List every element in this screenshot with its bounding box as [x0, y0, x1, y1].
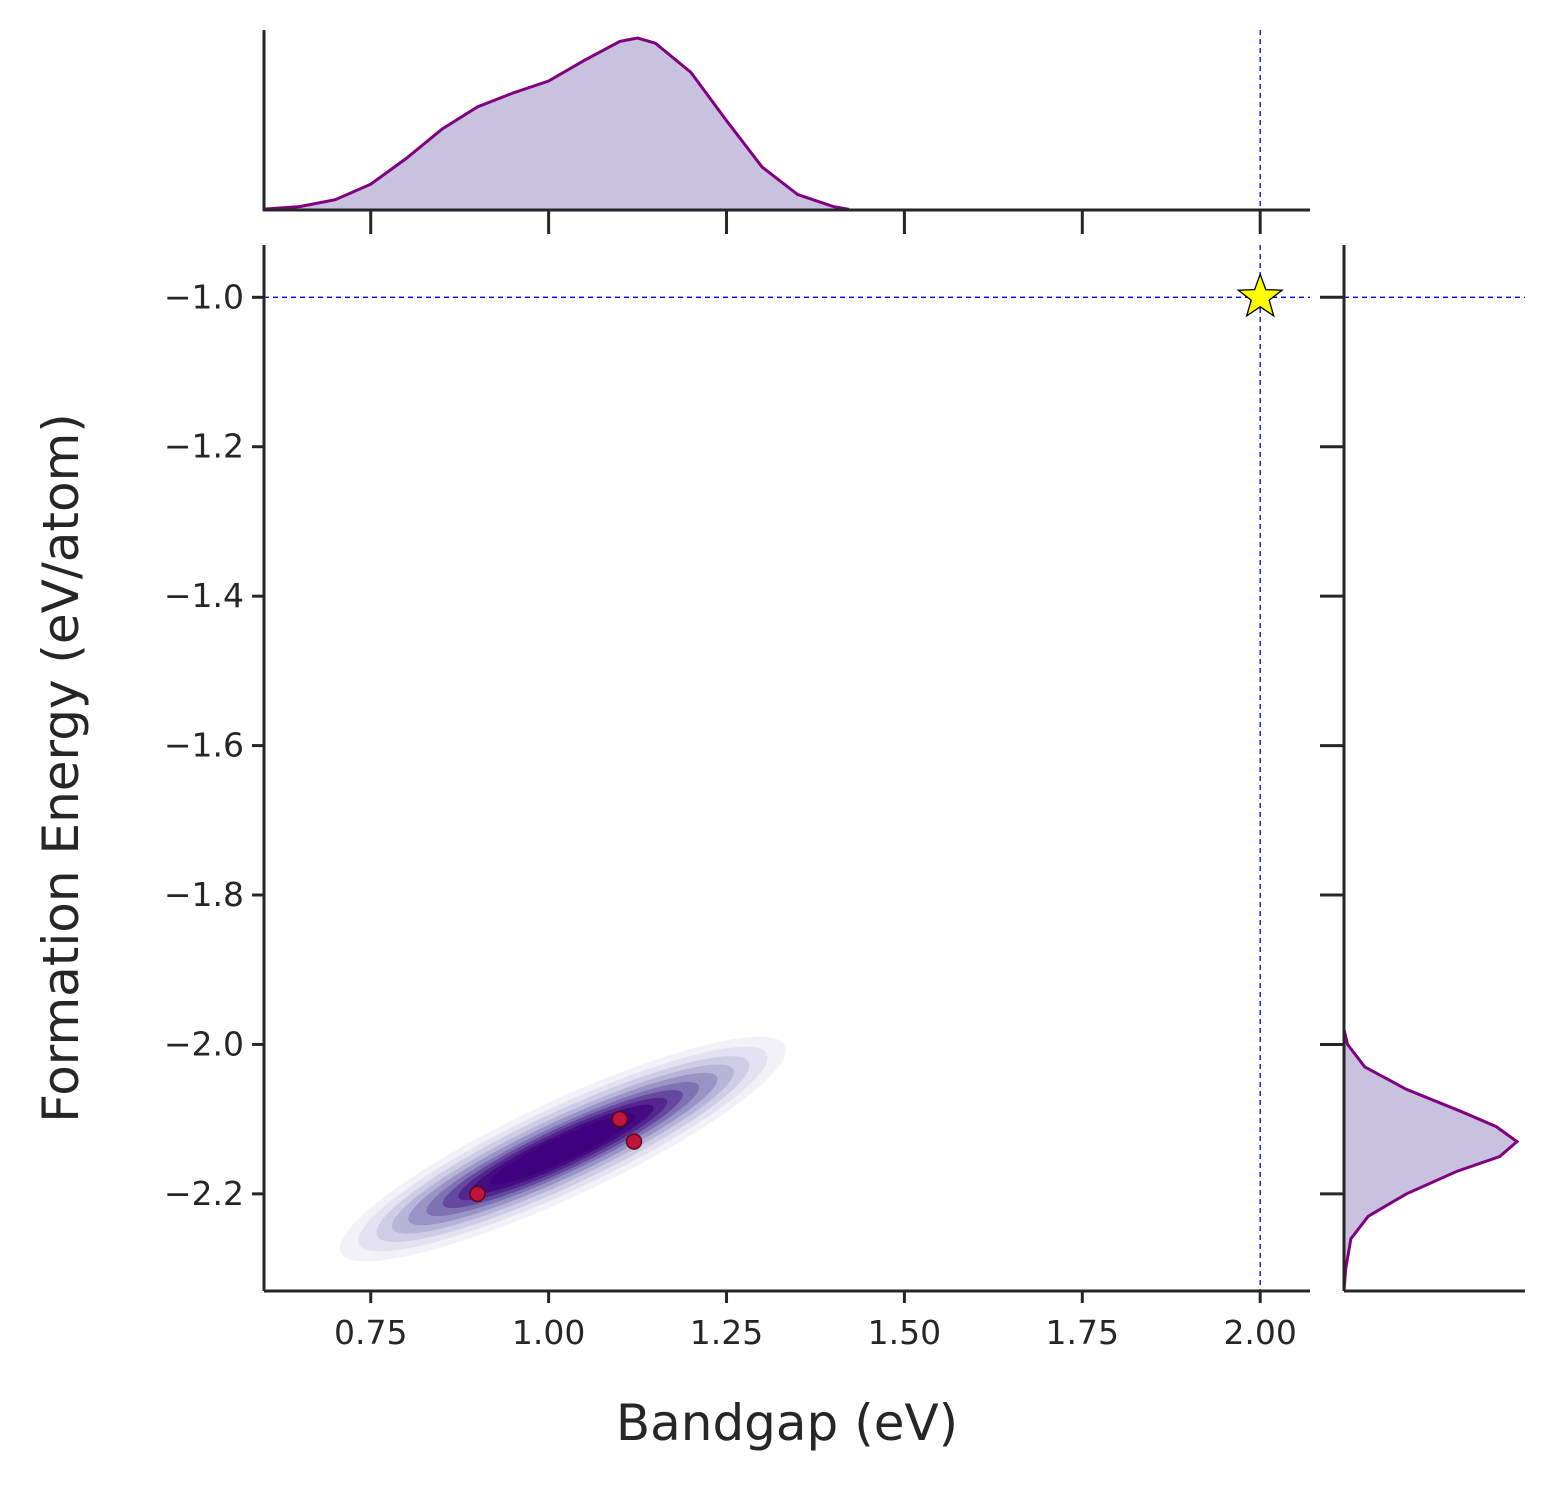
main-plot: 0.75 1.00 1.25 1.50 1.75 2.00 −1.0−1.2−1.4−1.…	[164, 245, 1310, 1352]
target-marker	[1236, 272, 1284, 318]
x-tick-label: 1.50	[868, 1313, 941, 1352]
y-tick-label: −2.0	[164, 1024, 244, 1063]
data-point-3	[625, 1133, 643, 1150]
reference-lines-main	[264, 245, 1310, 1291]
y-tick-label: −2.2	[164, 1174, 244, 1213]
top-marginal	[262, 30, 1310, 234]
y-tick-label: −1.0	[164, 277, 244, 316]
x-axis-label: Bandgap (eV)	[616, 1394, 958, 1452]
x-tick-label: 1.00	[512, 1313, 585, 1352]
y-axis-ticks: −1.0 −1.2 −1.4 −1.6 −1.8 −2.0 −2.2	[164, 277, 264, 1213]
top-marginal-kde	[262, 36, 849, 212]
x-tick-label: 0.75	[334, 1313, 407, 1352]
x-tick-label: 1.75	[1046, 1313, 1119, 1352]
x-tick-label: 1.25	[690, 1313, 763, 1352]
data-point-1	[469, 1185, 486, 1203]
right-marginal-ticks	[1320, 295, 1344, 1196]
top-marginal-ticks	[369, 210, 1262, 234]
y-tick-label: −1.6	[164, 726, 244, 765]
data-point-2	[611, 1110, 629, 1128]
y-axis-label: Formation Energy (eV/atom)	[32, 413, 90, 1123]
kde-contour-level-10	[490, 1113, 636, 1185]
right-marginal-kde	[1342, 1029, 1520, 1292]
target-star-icon	[1236, 272, 1284, 318]
y-tick-label: −1.4	[164, 576, 244, 615]
kde-density	[339, 1036, 786, 1262]
y-tick-label: −1.2	[164, 427, 244, 466]
scatter-points	[469, 1110, 643, 1203]
y-tick-label: −1.8	[164, 875, 244, 914]
x-tick-label: 2.00	[1223, 1313, 1296, 1352]
right-marginal	[1320, 245, 1525, 1293]
x-axis-ticks: 0.75 1.00 1.25 1.50 1.75 2.00	[334, 1291, 1297, 1352]
